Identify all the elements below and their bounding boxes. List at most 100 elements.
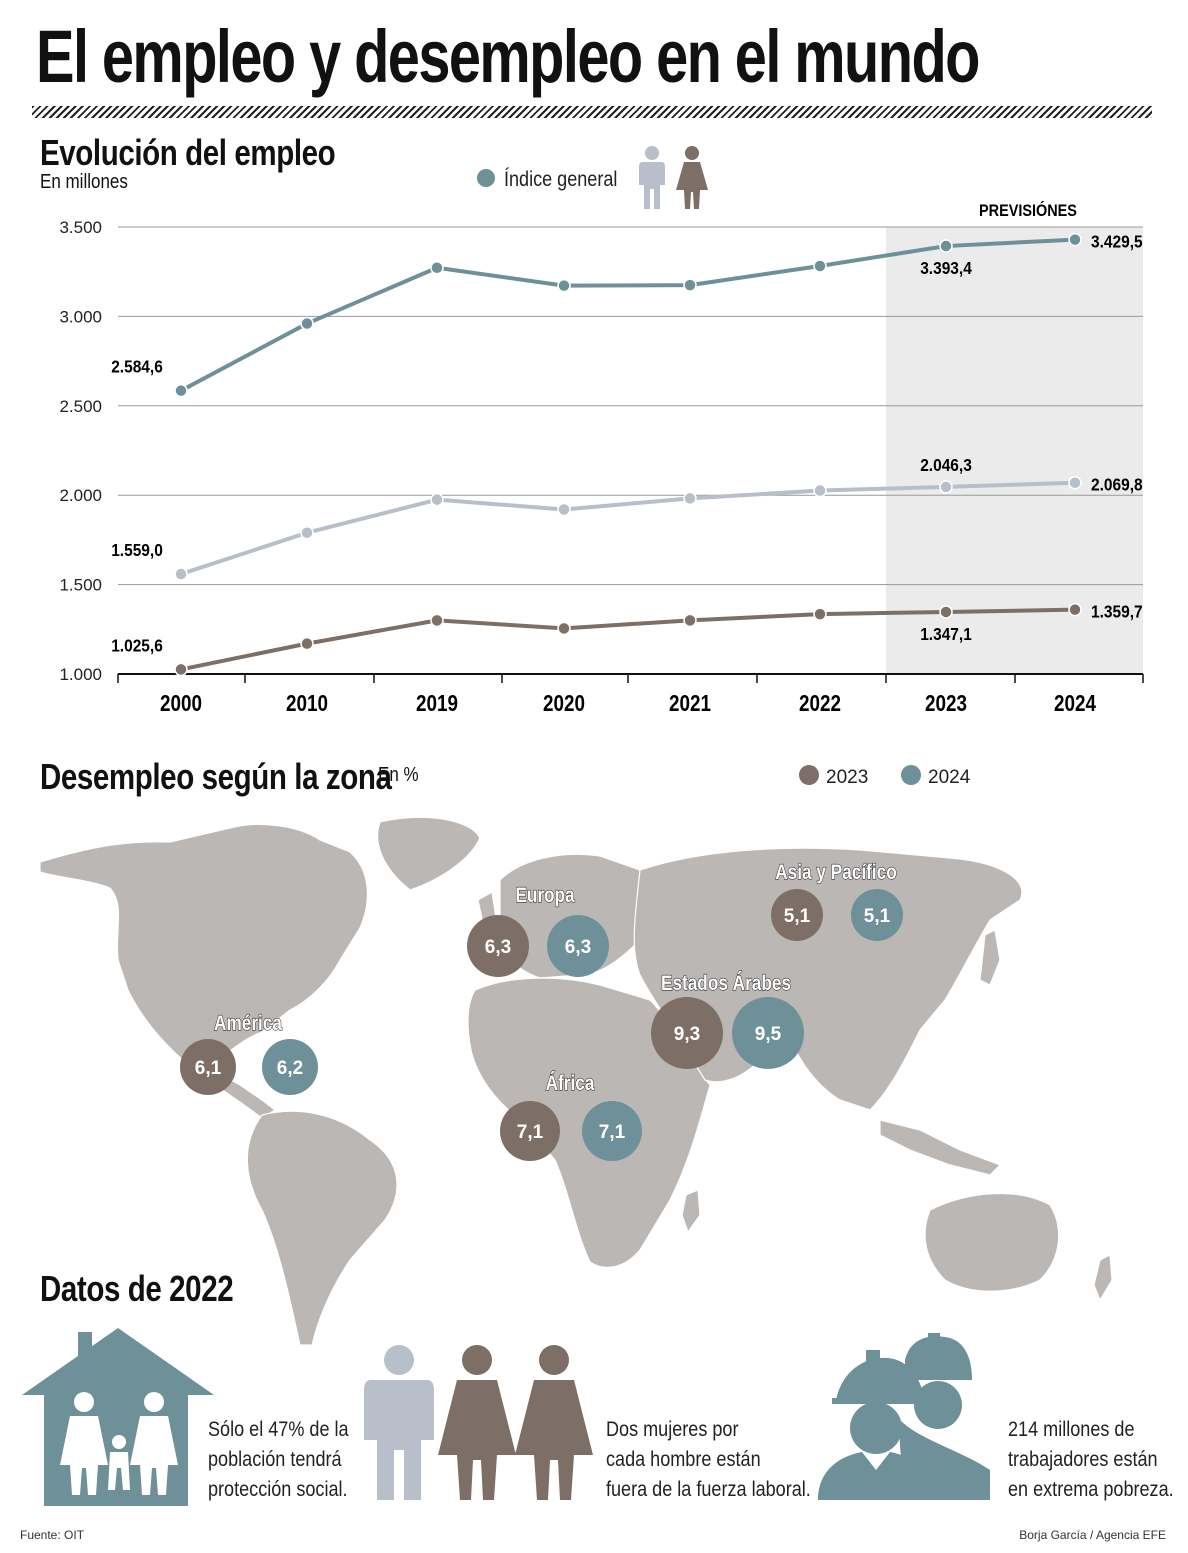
data-point [1068, 475, 1082, 490]
stat3-line1: 214 millones de [1008, 1418, 1135, 1441]
datos-title: Datos de 2022 [40, 1268, 234, 1309]
y-tick-label: 3.000 [59, 307, 102, 326]
legend-general-label: Índice general [504, 167, 617, 192]
y-tick-label: 1.500 [59, 576, 102, 595]
house-family-icon [22, 1328, 214, 1506]
data-point [300, 636, 314, 651]
bubble-2024-value: 6,2 [277, 1058, 303, 1079]
legend-2024-label: 2024 [928, 767, 971, 788]
data-point [939, 480, 953, 494]
region-label: Asia y Pacífico [775, 862, 896, 885]
data-label: 1.347,1 [920, 624, 972, 644]
data-point [430, 261, 444, 275]
x-tick-label: 2019 [416, 691, 458, 716]
data-label: 2.069,8 [1091, 475, 1143, 495]
data-label: 2.046,3 [920, 455, 972, 475]
asia-shape [633, 847, 1023, 1111]
data-label: 1.559,0 [111, 540, 163, 560]
bubble-2023-value: 7,1 [517, 1122, 544, 1143]
data-point [174, 662, 188, 677]
data-label: 1.359,7 [1091, 602, 1143, 622]
australia-shape [924, 1192, 1060, 1292]
data-point [1068, 232, 1082, 247]
bubble-2023 [500, 1101, 560, 1161]
stat3-line2: trabajadores están [1008, 1448, 1158, 1471]
data-label: 3.429,5 [1091, 232, 1143, 252]
madagascar-shape [681, 1189, 701, 1234]
employment-chart-subtitle: En millones [40, 171, 128, 193]
stat1-line2: población tendrá [208, 1448, 342, 1471]
data-point [1068, 602, 1082, 617]
legend-2023-dot [799, 765, 819, 785]
unemployment-subtitle: En % [378, 764, 419, 786]
bubble-2023-value: 5,1 [784, 906, 811, 927]
bubble-2024 [732, 997, 804, 1069]
south-america-shape [246, 1110, 398, 1346]
new-zealand-shape [1093, 1254, 1113, 1302]
continents [39, 816, 1113, 1346]
unemployment-title: Desempleo según la zona [40, 756, 392, 797]
data-point [939, 605, 953, 619]
data-point [557, 621, 571, 636]
legend-2024-dot [901, 765, 921, 785]
x-tick-label: 2024 [1054, 691, 1096, 716]
page-title: El empleo y desempleo en el mundo [36, 15, 980, 98]
x-tick-label: 2020 [543, 691, 585, 716]
bubble-2024-value: 5,1 [864, 906, 891, 927]
employment-chart-title: Evolución del empleo [40, 132, 336, 173]
data-label: 2.584,6 [111, 357, 163, 377]
bubble-2024 [582, 1101, 642, 1161]
bubble-2023 [771, 889, 823, 941]
series-line-1 [180, 480, 1076, 576]
bubble-2024-value: 6,3 [565, 937, 591, 958]
source-text: Fuente: OIT [20, 1528, 85, 1542]
data-point [174, 567, 188, 581]
stat1-line1: Sólo el 47% de la [208, 1418, 349, 1441]
bubble-2023-value: 6,1 [195, 1058, 222, 1079]
bubble-2023-value: 6,3 [485, 937, 511, 958]
stat-extreme-poverty: 214 millones de trabajadores están en ex… [1008, 1415, 1174, 1505]
series-line-2 [180, 607, 1076, 672]
southeast-asia-shape [879, 1119, 1002, 1176]
data-point [683, 491, 697, 506]
x-tick-label: 2022 [799, 691, 841, 716]
data-point [174, 383, 188, 398]
data-point [430, 613, 444, 628]
y-tick-label: 1.000 [59, 665, 102, 684]
stat1-line3: protección social. [208, 1478, 348, 1501]
bubble-2023 [467, 915, 529, 977]
y-tick-label: 3.500 [59, 218, 102, 237]
employment-line-chart: PREVISIÓNES 1.000 1.500 2.000 2.500 3.000 3.50… [59, 146, 1144, 716]
stat3-line3: en extrema pobreza. [1008, 1478, 1174, 1501]
x-tick-label: 2010 [286, 691, 328, 716]
workers-icon [818, 1333, 990, 1500]
title-divider [32, 106, 1152, 118]
bubble-2024-value: 9,5 [755, 1024, 782, 1045]
region-label: África [546, 1071, 595, 1095]
data-point [683, 613, 697, 628]
stat-women-labor: Dos mujeres por cada hombre están fuera … [606, 1415, 811, 1505]
data-label: 3.393,4 [920, 258, 972, 278]
bubble-2024-value: 7,1 [599, 1122, 626, 1143]
bubble-2024 [851, 889, 903, 941]
y-tick-label: 2.000 [59, 486, 102, 505]
legend-man-icon [639, 146, 665, 209]
data-point [300, 525, 314, 540]
data-point [557, 278, 571, 293]
man-women-icon [364, 1345, 593, 1500]
y-tick-label: 2.500 [59, 397, 102, 416]
data-point [813, 483, 827, 498]
bubble-2023 [651, 997, 723, 1069]
forecast-label: PREVISIÓNES [979, 200, 1077, 220]
stat2-line3: fuera de la fuerza laboral. [606, 1478, 811, 1501]
data-point [939, 239, 953, 253]
region-label: Europa [515, 885, 575, 908]
legend-2023-label: 2023 [826, 767, 868, 788]
credit-text: Borja García / Agencia EFE [1019, 1528, 1166, 1542]
series-line-0 [180, 237, 1076, 393]
legend-general-dot [477, 169, 495, 187]
forecast-band [886, 227, 1143, 674]
stat-social-protection: Sólo el 47% de la población tendrá prote… [208, 1415, 349, 1505]
